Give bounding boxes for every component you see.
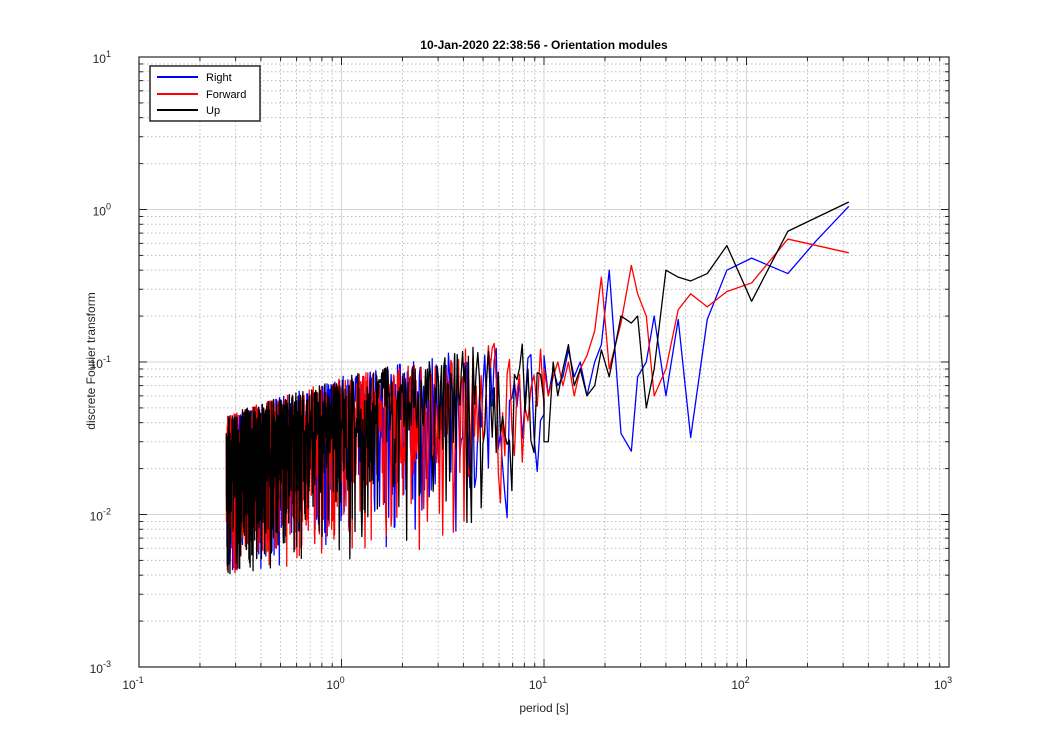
x-axis-label: period [s] (519, 701, 568, 715)
x-tick-label: 102 (731, 675, 749, 692)
legend: Right Forward Up (149, 65, 261, 122)
x-tick-label: 10-1 (122, 675, 143, 692)
legend-label-right: Right (206, 72, 232, 84)
y-tick-labels: 10-3 10-2 10-1 100 101 (90, 49, 111, 676)
x-tick-label: 100 (326, 675, 344, 692)
x-tick-label: 103 (934, 675, 952, 692)
y-axis-label: discrete Fourier transform (84, 292, 98, 429)
y-tick-label: 10-2 (90, 507, 111, 524)
y-tick-label: 10-3 (90, 659, 111, 676)
axis-ticks (138, 56, 950, 668)
legend-label-up: Up (206, 105, 220, 117)
y-tick-label: 101 (93, 49, 111, 66)
x-tick-label: 101 (529, 675, 547, 692)
y-tick-label: 10-1 (90, 354, 111, 371)
series-layer (225, 201, 850, 575)
legend-label-forward: Forward (206, 89, 246, 101)
y-tick-label: 100 (93, 202, 111, 219)
x-tick-labels: 10-1 100 101 102 103 (122, 675, 952, 692)
chart-title: 10-Jan-2020 22:38:56 - Orientation modul… (420, 38, 668, 52)
series-line-up (225, 201, 850, 575)
